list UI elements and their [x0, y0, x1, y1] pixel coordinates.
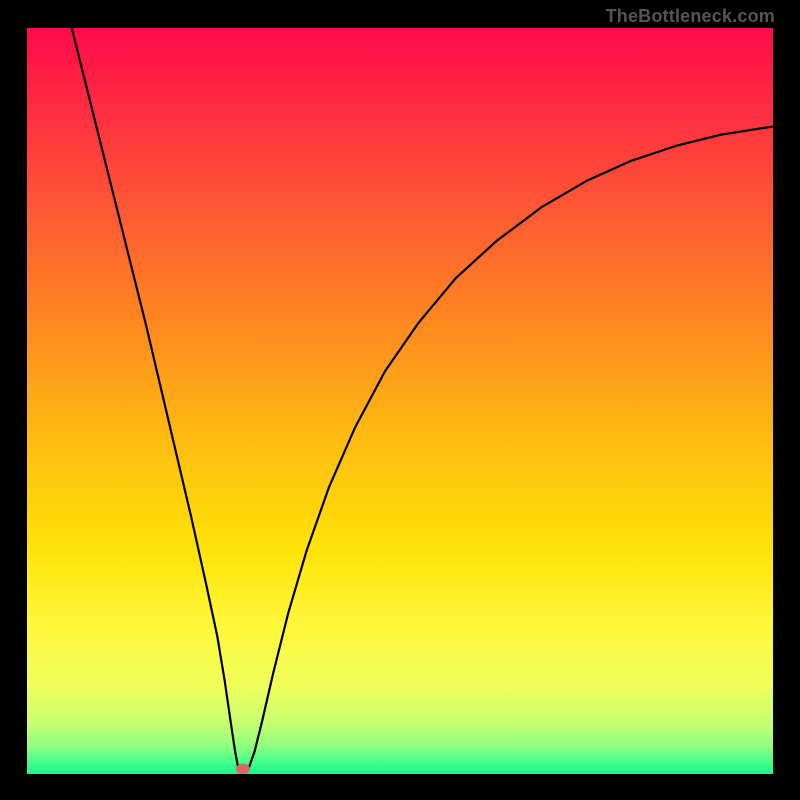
minimum-marker: [236, 763, 250, 774]
watermark: TheBottleneck.com: [606, 6, 775, 27]
bottleneck-curve: [72, 28, 773, 773]
curve-layer: [27, 28, 773, 774]
plot-area: [27, 28, 773, 774]
